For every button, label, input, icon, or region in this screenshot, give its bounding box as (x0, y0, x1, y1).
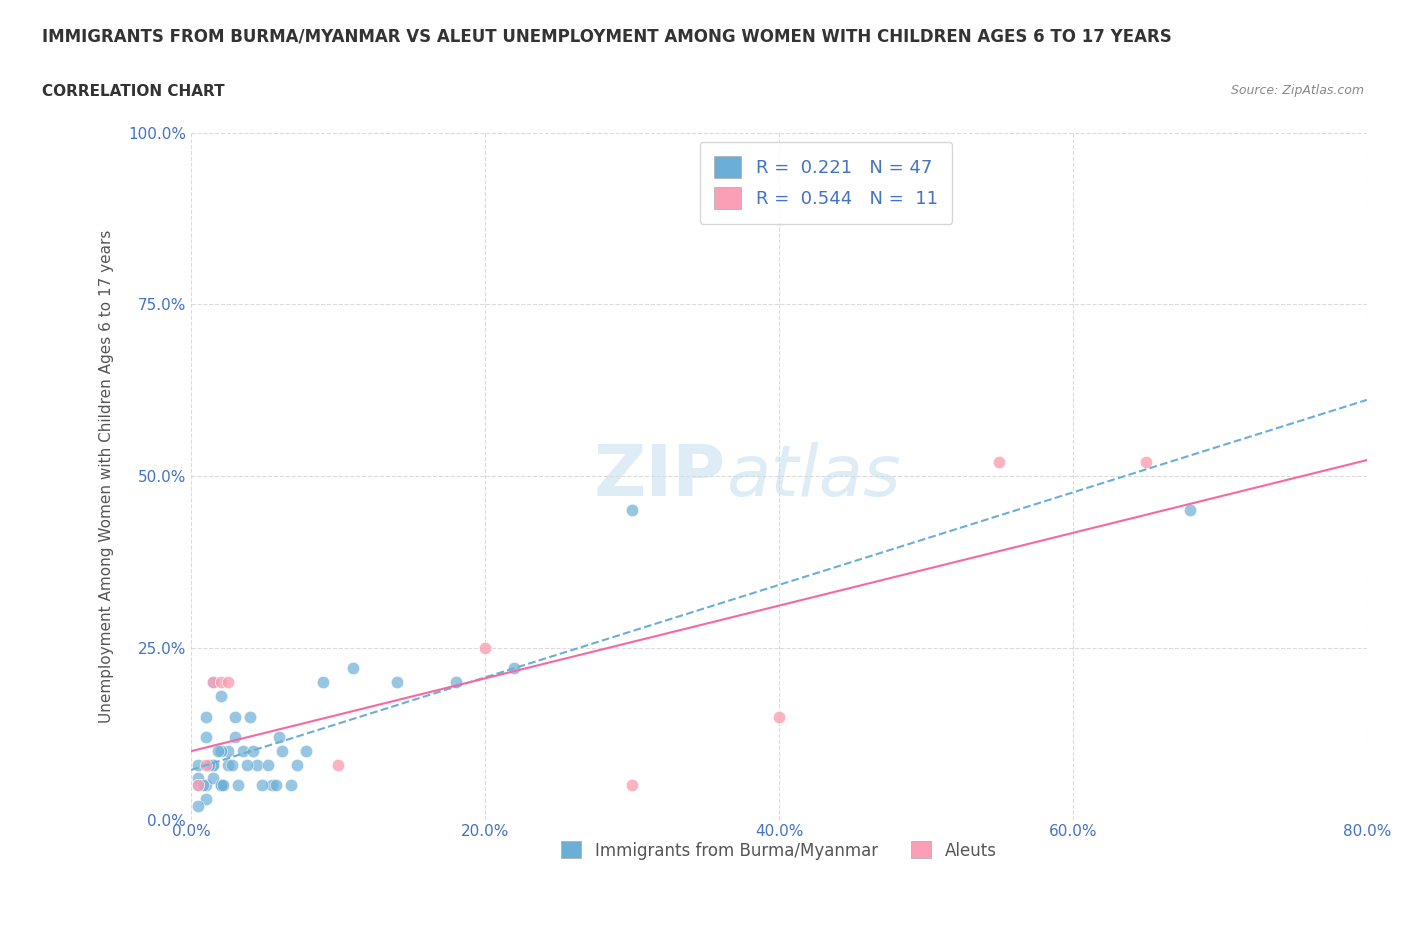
Point (768, 709, 790, 724)
Point (271, 743, 294, 758)
Point (342, 661, 364, 676)
Point (209, 675, 232, 690)
Point (212, 777, 235, 792)
Point (232, 743, 254, 758)
Point (194, 730, 217, 745)
Point (187, 777, 209, 792)
Point (197, 757, 219, 772)
Point (202, 757, 225, 772)
Point (242, 743, 264, 758)
Y-axis label: Unemployment Among Women with Children Ages 6 to 17 years: Unemployment Among Women with Children A… (100, 230, 114, 723)
Point (226, 777, 249, 792)
Point (224, 730, 246, 745)
Text: atlas: atlas (725, 442, 901, 511)
Point (202, 757, 225, 772)
Point (202, 675, 225, 690)
Point (209, 777, 232, 792)
Point (236, 757, 259, 772)
Point (187, 798, 209, 813)
Point (194, 777, 217, 792)
Point (246, 757, 269, 772)
Point (621, 777, 644, 792)
Point (269, 730, 291, 745)
Point (187, 771, 209, 786)
Point (444, 675, 467, 690)
Point (187, 757, 209, 772)
Text: Source: ZipAtlas.com: Source: ZipAtlas.com (1230, 84, 1364, 97)
Point (474, 641, 496, 656)
Text: CORRELATION CHART: CORRELATION CHART (42, 84, 225, 99)
Point (209, 743, 232, 758)
Point (250, 777, 273, 792)
Point (988, 455, 1011, 470)
Point (202, 771, 225, 786)
Point (209, 688, 232, 703)
Point (217, 743, 239, 758)
Point (239, 709, 262, 724)
Text: IMMIGRANTS FROM BURMA/MYANMAR VS ALEUT UNEMPLOYMENT AMONG WOMEN WITH CHILDREN AG: IMMIGRANTS FROM BURMA/MYANMAR VS ALEUT U… (42, 28, 1173, 46)
Point (207, 743, 229, 758)
Point (221, 757, 243, 772)
Point (385, 675, 408, 690)
Point (191, 777, 214, 792)
Point (312, 675, 335, 690)
Point (224, 709, 246, 724)
Point (217, 757, 239, 772)
Text: ZIP: ZIP (593, 442, 725, 511)
Point (187, 777, 209, 792)
Point (1135, 455, 1157, 470)
Point (194, 709, 217, 724)
Point (285, 757, 308, 772)
Point (260, 777, 283, 792)
Point (256, 757, 278, 772)
Point (503, 661, 526, 676)
Point (294, 743, 316, 758)
Point (326, 757, 349, 772)
Point (209, 777, 232, 792)
Point (266, 777, 288, 792)
Legend: Immigrants from Burma/Myanmar, Aleuts: Immigrants from Burma/Myanmar, Aleuts (555, 834, 1004, 866)
Point (194, 757, 217, 772)
Point (217, 675, 239, 690)
Point (621, 503, 644, 518)
Point (202, 675, 225, 690)
Point (280, 777, 302, 792)
Point (194, 791, 217, 806)
Point (1180, 503, 1202, 518)
